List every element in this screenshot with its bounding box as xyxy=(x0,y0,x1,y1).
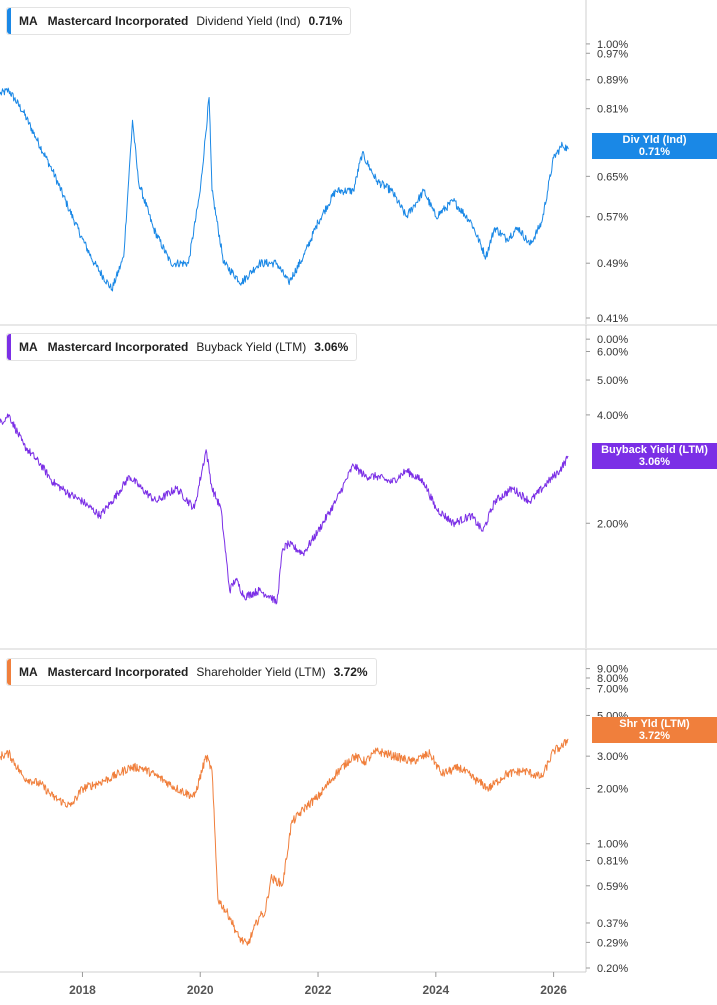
y-tick-label: 0.20% xyxy=(597,963,628,975)
company-name: Mastercard Incorporated xyxy=(47,340,189,354)
series-color-swatch xyxy=(7,334,11,360)
chart-panel-2: 9.00%8.00%7.00%5.00%3.00%2.00%1.00%0.81%… xyxy=(0,648,717,975)
metric-name: Shareholder Yield (LTM) xyxy=(196,665,326,679)
series-line xyxy=(0,87,569,292)
metric-name: Buyback Yield (LTM) xyxy=(196,340,307,354)
x-tick-label: 2022 xyxy=(305,983,332,997)
y-tick-label: 0.37% xyxy=(597,918,628,930)
y-tick-label: 0.00% xyxy=(597,334,628,346)
y-tick-label: 2.00% xyxy=(597,518,628,530)
series-color-swatch xyxy=(7,8,11,34)
x-tick-label: 2026 xyxy=(540,983,567,997)
y-tick-label: 0.97% xyxy=(597,48,628,60)
y-tick-label: 0.49% xyxy=(597,258,628,270)
y-tick-label: 9.00% xyxy=(597,664,628,676)
x-axis: 2018 2020 2022 2024 2026 xyxy=(0,971,586,997)
y-tick-label: 3.00% xyxy=(597,751,628,763)
ticker: MA xyxy=(19,665,38,679)
company-name: Mastercard Incorporated xyxy=(47,14,189,28)
company-name: Mastercard Incorporated xyxy=(47,665,189,679)
series-line xyxy=(0,413,569,605)
value-tag-dividend: Div Yld (Ind) 0.71% xyxy=(592,133,717,159)
value-tag-value: 3.06% xyxy=(638,456,671,468)
ticker: MA xyxy=(19,340,38,354)
x-tick-label: 2020 xyxy=(187,983,214,997)
y-tick-label: 0.59% xyxy=(597,881,628,893)
y-tick-label: 7.00% xyxy=(597,684,628,696)
series-label-shareholder: MA Mastercard Incorporated Shareholder Y… xyxy=(6,658,377,686)
value-tag-shareholder: Shr Yld (LTM) 3.72% xyxy=(592,717,717,743)
y-tick-label: 8.00% xyxy=(597,673,628,685)
value-tag-label: Div Yld (Ind) xyxy=(622,134,687,146)
value-tag-label: Shr Yld (LTM) xyxy=(619,718,690,730)
value-tag-value: 3.72% xyxy=(638,730,671,742)
metric-value: 0.71% xyxy=(308,14,343,28)
value-tag-value: 0.71% xyxy=(638,146,671,158)
y-tick-label: 0.65% xyxy=(597,171,628,183)
chart-panel-1: 6.00% 5.00% 4.00% 2.00% 0.00% xyxy=(0,324,717,648)
y-tick-label: 5.00% xyxy=(597,375,628,387)
metric-name: Dividend Yield (Ind) xyxy=(196,14,301,28)
y-tick-label: 0.57% xyxy=(597,212,628,224)
y-tick-label: 2.00% xyxy=(597,783,628,795)
metric-value: 3.72% xyxy=(333,665,368,679)
y-tick-label: 1.00% xyxy=(597,839,628,851)
y-tick-label: 0.89% xyxy=(597,75,628,87)
series-color-swatch xyxy=(7,659,11,685)
series-label-buyback: MA Mastercard Incorporated Buyback Yield… xyxy=(6,333,358,361)
y-tick-label: 0.41% xyxy=(597,313,628,325)
y-tick-label: 6.00% xyxy=(597,347,628,359)
y-tick-label: 0.81% xyxy=(597,104,628,116)
value-tag-label: Buyback Yield (LTM) xyxy=(601,444,708,456)
metric-value: 3.06% xyxy=(314,340,349,354)
x-tick-label: 2018 xyxy=(69,983,96,997)
y-tick-label: 0.29% xyxy=(597,937,628,949)
y-tick-label: 0.81% xyxy=(597,856,628,868)
value-tag-buyback: Buyback Yield (LTM) 3.06% xyxy=(592,443,717,469)
series-label-dividend: MA Mastercard Incorporated Dividend Yiel… xyxy=(6,7,352,35)
series-line xyxy=(0,738,569,946)
y-tick-label: 4.00% xyxy=(597,410,628,422)
y-tick-label: 1.00% xyxy=(597,39,628,51)
x-tick-label: 2024 xyxy=(422,983,449,997)
ticker: MA xyxy=(19,14,38,28)
chart-panel-0: 1.00%0.97% 0.89% 0.81% 0.65% 0.57% 0.49% 0.41% xyxy=(0,0,628,325)
